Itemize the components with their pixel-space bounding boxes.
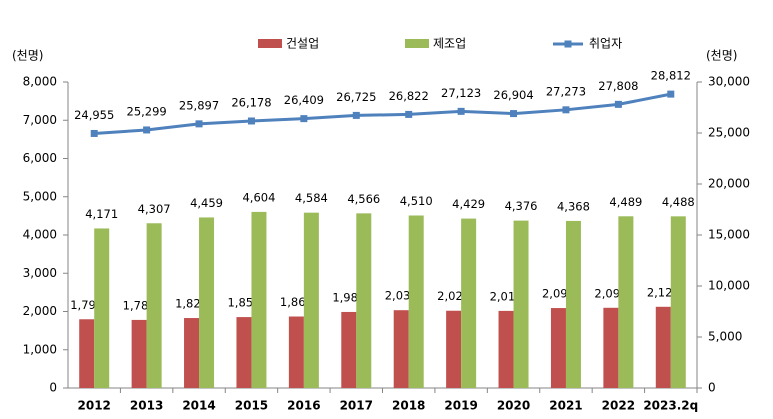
bar-value-label: 4,429 (452, 197, 485, 211)
line-marker (457, 107, 465, 115)
y-tick-label: 8,000 (23, 75, 57, 89)
bar (94, 228, 110, 388)
y2-tick-label: 5,000 (708, 330, 742, 344)
y-tick-label: 2,000 (23, 304, 57, 318)
bar (251, 211, 267, 388)
bar-value-label: 4,376 (505, 199, 538, 213)
bar (446, 310, 462, 388)
x-tick-label: 2020 (497, 399, 530, 413)
y-tick-label: 3,000 (23, 266, 57, 280)
y2-tick-label: 25,000 (708, 126, 750, 140)
line-marker (405, 110, 413, 118)
x-tick-label: 2019 (444, 399, 477, 413)
line-value-label: 26,725 (336, 90, 376, 104)
bar (670, 216, 686, 388)
line-marker (562, 106, 570, 114)
bar (79, 319, 95, 388)
line-value-label: 27,123 (441, 86, 481, 100)
line-value-label: 28,812 (651, 69, 691, 83)
y-tick-label: 7,000 (23, 113, 57, 127)
y2-tick-label: 10,000 (708, 279, 750, 293)
bar-value-label: 4,307 (138, 202, 171, 216)
x-tick-label: 2021 (549, 399, 582, 413)
bar-value-label: 4,459 (190, 196, 223, 210)
y2-tick-label: 30,000 (708, 75, 750, 89)
line-value-label: 26,822 (389, 89, 429, 103)
bar (513, 220, 529, 388)
bar (288, 316, 304, 388)
legend-label: 취업자 (589, 37, 622, 51)
line-value-label: 26,904 (493, 88, 533, 102)
bar-value-label: 4,510 (400, 194, 433, 208)
bar (131, 319, 147, 388)
y2-tick-label: 0 (708, 381, 716, 395)
bar (341, 311, 357, 388)
line-value-label: 25,897 (179, 98, 219, 112)
line-value-label: 27,273 (546, 84, 586, 98)
y-tick-label: 0 (49, 381, 57, 395)
line-marker (667, 90, 675, 98)
bar (199, 217, 215, 388)
bar (550, 308, 566, 388)
line-value-label: 25,299 (127, 104, 167, 118)
y-tick-label: 6,000 (23, 151, 57, 165)
bar (146, 223, 162, 388)
y2-tick-label: 15,000 (708, 228, 750, 242)
legend-key-marker (564, 40, 572, 48)
bar-value-label: 4,488 (662, 195, 695, 209)
line-marker (195, 120, 203, 128)
bar (408, 215, 424, 388)
y-tick-label: 5,000 (23, 189, 57, 203)
bar (498, 310, 514, 388)
x-tick-label: 2013 (130, 399, 163, 413)
bar-value-label: 4,171 (85, 207, 118, 221)
x-tick-label: 2023.2q (643, 399, 698, 413)
line-value-label: 26,409 (284, 93, 324, 107)
legend-label: 제조업 (433, 37, 466, 51)
y-axis-label: (천명) (12, 48, 43, 63)
bar (303, 212, 319, 388)
bar-value-label: 4,368 (557, 199, 590, 213)
x-tick-label: 2014 (182, 399, 215, 413)
bar (565, 220, 581, 388)
line-value-label: 26,178 (231, 95, 271, 109)
x-tick-label: 2017 (340, 399, 373, 413)
bar (356, 213, 372, 388)
line-marker (510, 110, 518, 118)
bar (236, 317, 252, 388)
bar-value-label: 4,489 (609, 195, 642, 209)
line-marker (352, 111, 360, 119)
bar-value-label: 4,604 (242, 190, 275, 204)
line-marker (614, 100, 622, 108)
line-marker (90, 129, 98, 137)
bar (393, 310, 409, 388)
bar (603, 307, 619, 388)
line-value-label: 24,955 (74, 108, 114, 122)
bar (618, 216, 634, 388)
legend-key (405, 39, 429, 48)
bar (184, 318, 200, 388)
x-tick-label: 2015 (235, 399, 268, 413)
x-tick-label: 2016 (287, 399, 320, 413)
bar-value-label: 4,584 (295, 191, 328, 205)
line-value-label: 27,808 (598, 79, 638, 93)
x-tick-label: 2018 (392, 399, 425, 413)
legend-key (258, 39, 282, 48)
line (94, 92, 672, 135)
y-tick-label: 1,000 (23, 342, 57, 356)
y-tick-label: 4,000 (23, 228, 57, 242)
x-tick-label: 2012 (78, 399, 111, 413)
bar-value-label: 4,566 (347, 192, 380, 206)
bar (655, 306, 671, 388)
line-marker (300, 115, 308, 123)
x-tick-label: 2022 (602, 399, 635, 413)
legend-label: 건설업 (286, 37, 319, 51)
line-marker (143, 126, 151, 134)
y2-axis-label: (천명) (706, 48, 737, 63)
y2-tick-label: 20,000 (708, 177, 750, 191)
bar (461, 218, 477, 388)
line-marker (247, 117, 255, 125)
